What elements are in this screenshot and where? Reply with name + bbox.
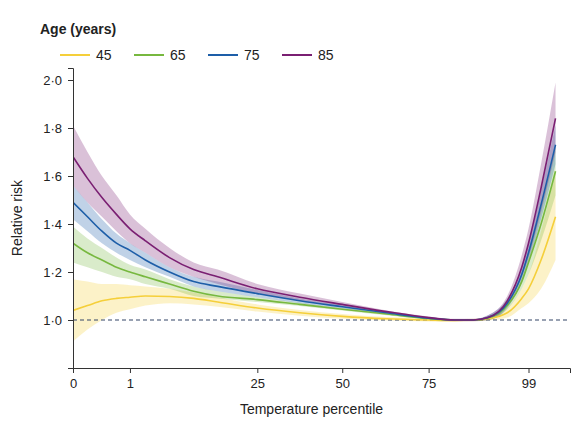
tick-mark bbox=[68, 128, 73, 129]
legend-item: 85 bbox=[282, 47, 334, 63]
tick: 2·0 bbox=[43, 73, 73, 88]
tick: 1·6 bbox=[43, 169, 73, 184]
axis-line bbox=[68, 69, 74, 369]
tick-mark bbox=[68, 224, 73, 225]
tick: 50 bbox=[336, 368, 350, 391]
tick-mark bbox=[257, 368, 258, 373]
tick: 1·4 bbox=[43, 217, 73, 232]
y-axis-title: Relative risk bbox=[9, 179, 25, 256]
tick-label: 1·4 bbox=[43, 217, 62, 232]
tick-mark bbox=[68, 80, 73, 81]
tick: 1·8 bbox=[43, 121, 73, 136]
tick: 1·2 bbox=[43, 265, 73, 280]
x-axis: 0 1 25 50 75 99 bbox=[70, 368, 571, 391]
tick-label: 2·0 bbox=[43, 73, 62, 88]
series-line bbox=[73, 118, 556, 320]
series-line bbox=[73, 171, 556, 320]
tick-mark bbox=[68, 320, 73, 321]
tick: 0 bbox=[70, 368, 77, 391]
confidence-band bbox=[73, 82, 556, 321]
legend: Age (years) 45 65 75 85 bbox=[40, 21, 334, 63]
series-line bbox=[73, 217, 556, 321]
tick: 1 bbox=[127, 368, 134, 391]
legend-swatch bbox=[282, 54, 312, 56]
legend-item: 75 bbox=[208, 47, 260, 63]
legend-swatch bbox=[208, 54, 238, 56]
tick-label: 1 bbox=[127, 376, 134, 391]
tick-label: 0 bbox=[70, 376, 77, 391]
tick: 25 bbox=[251, 368, 265, 391]
tick-mark bbox=[68, 272, 73, 273]
tick-mark bbox=[429, 368, 430, 373]
tick-label: 75 bbox=[422, 376, 436, 391]
legend-label: 45 bbox=[96, 47, 112, 63]
tick: 1·0 bbox=[43, 313, 73, 328]
tick-mark bbox=[68, 176, 73, 177]
legend-title: Age (years) bbox=[40, 21, 116, 37]
tick-label: 99 bbox=[522, 376, 536, 391]
legend-swatch bbox=[134, 54, 164, 56]
legend-swatch bbox=[60, 54, 90, 56]
legend-label: 85 bbox=[318, 47, 334, 63]
y-axis: 1·0 1·2 1·4 1·6 1·8 2·0 bbox=[43, 69, 73, 369]
reference-line bbox=[73, 319, 570, 320]
tick-label: 1·2 bbox=[43, 265, 62, 280]
legend-item: 45 bbox=[60, 47, 112, 63]
chart: 0 1 25 50 75 99 1·0 1·2 1·4 1·6 1·8 2·0 Temperature … bbox=[0, 0, 579, 431]
axis-line bbox=[74, 369, 571, 374]
tick: 75 bbox=[422, 368, 436, 391]
tick: 99 bbox=[522, 368, 536, 391]
tick-label: 1·8 bbox=[43, 121, 62, 136]
tick-mark bbox=[342, 368, 343, 373]
series-line bbox=[73, 145, 556, 320]
legend-label: 75 bbox=[244, 47, 260, 63]
confidence-band bbox=[73, 126, 556, 321]
x-axis-title: Temperature percentile bbox=[240, 401, 383, 417]
tick-label: 1·6 bbox=[43, 169, 62, 184]
legend-item: 65 bbox=[134, 47, 186, 63]
tick-mark bbox=[529, 368, 530, 373]
tick-mark bbox=[130, 368, 131, 373]
legend-label: 65 bbox=[170, 47, 186, 63]
tick-label: 25 bbox=[251, 376, 265, 391]
tick-label: 50 bbox=[336, 376, 350, 391]
plot-area bbox=[73, 82, 570, 341]
tick-label: 1·0 bbox=[43, 313, 62, 328]
